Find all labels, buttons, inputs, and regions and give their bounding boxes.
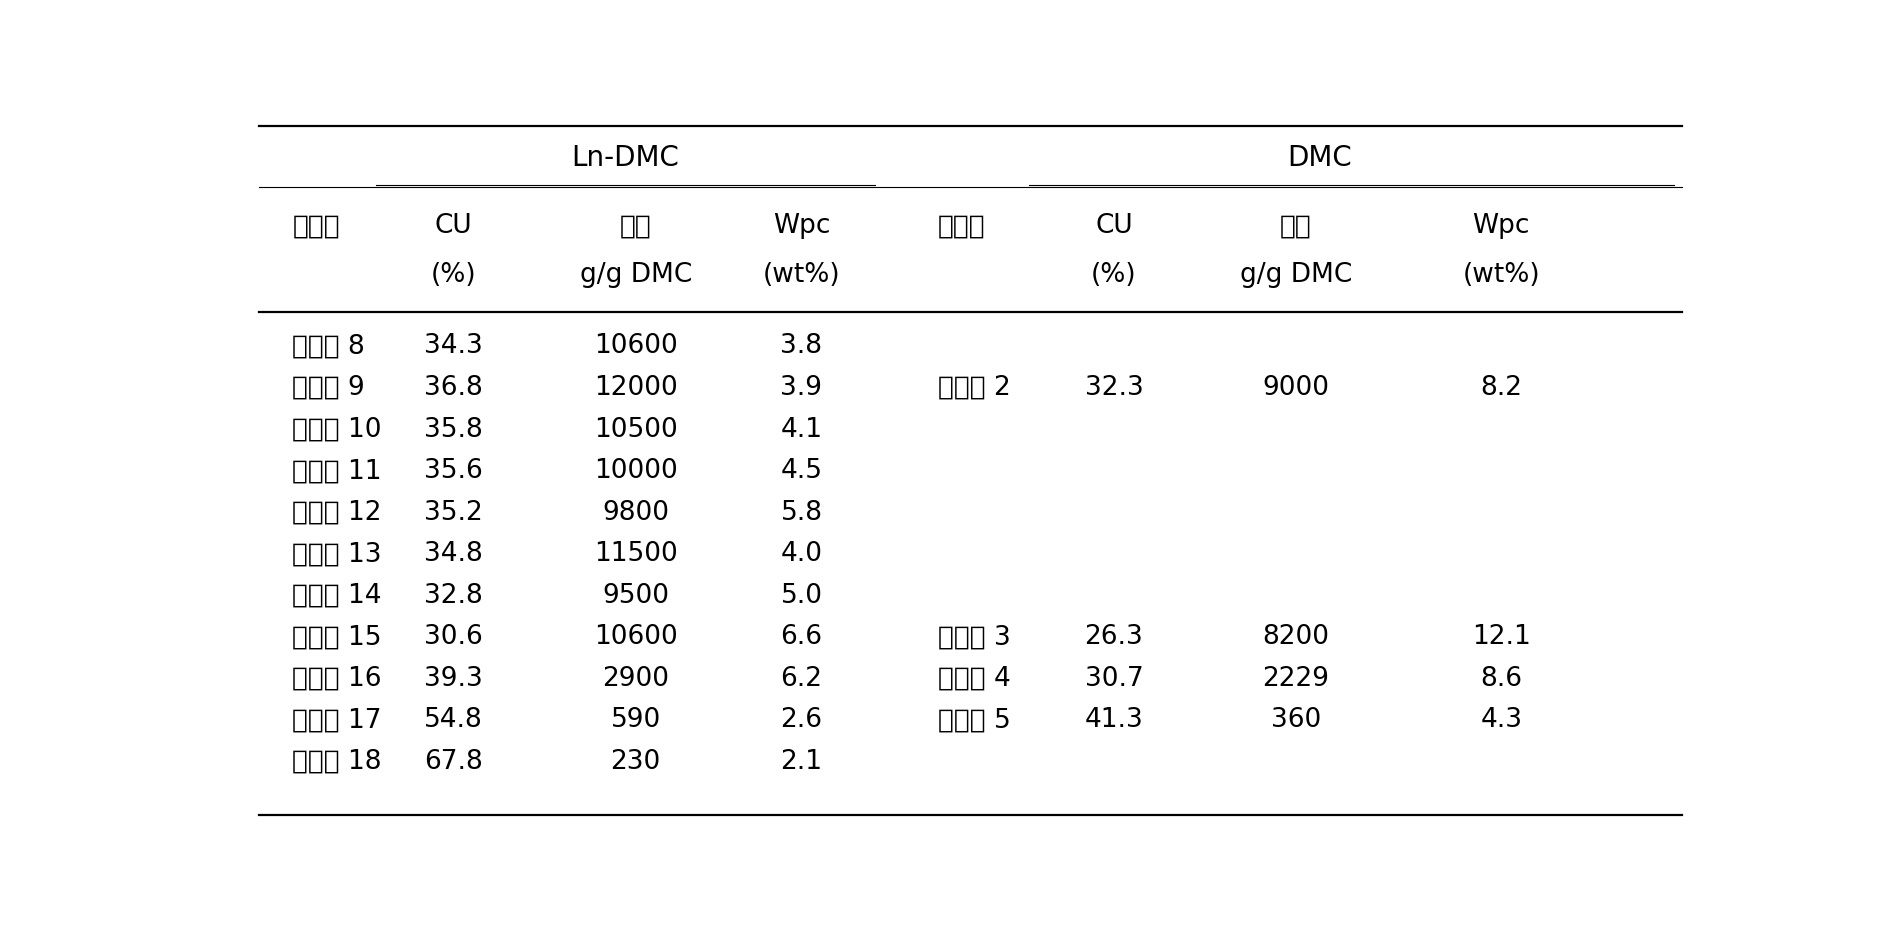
Text: 比较例 3: 比较例 3 bbox=[937, 624, 1011, 650]
Text: 比较例 2: 比较例 2 bbox=[937, 375, 1011, 401]
Text: 4.0: 4.0 bbox=[780, 541, 822, 567]
Text: 实施例 16: 实施例 16 bbox=[292, 666, 382, 692]
Text: Wpc: Wpc bbox=[772, 213, 831, 239]
Text: 41.3: 41.3 bbox=[1085, 708, 1143, 733]
Text: 3.8: 3.8 bbox=[780, 334, 822, 360]
Text: 35.6: 35.6 bbox=[424, 458, 483, 485]
Text: 67.8: 67.8 bbox=[424, 749, 483, 775]
Text: 34.3: 34.3 bbox=[424, 334, 483, 360]
Text: 30.7: 30.7 bbox=[1085, 666, 1143, 692]
Text: 8200: 8200 bbox=[1263, 624, 1329, 650]
Text: 比较例: 比较例 bbox=[937, 213, 986, 239]
Text: 10600: 10600 bbox=[594, 624, 678, 650]
Text: DMC: DMC bbox=[1287, 144, 1352, 172]
Text: 12.1: 12.1 bbox=[1473, 624, 1531, 650]
Text: 2900: 2900 bbox=[602, 666, 668, 692]
Text: 9800: 9800 bbox=[602, 499, 668, 525]
Text: 4.5: 4.5 bbox=[780, 458, 822, 485]
Text: 实施例 17: 实施例 17 bbox=[292, 708, 382, 733]
Text: 9500: 9500 bbox=[602, 583, 668, 608]
Text: 36.8: 36.8 bbox=[424, 375, 483, 401]
Text: 12000: 12000 bbox=[594, 375, 678, 401]
Text: 10000: 10000 bbox=[594, 458, 678, 485]
Text: 活性: 活性 bbox=[1280, 213, 1312, 239]
Text: 实施例 14: 实施例 14 bbox=[292, 583, 382, 608]
Text: 2.6: 2.6 bbox=[780, 708, 822, 733]
Text: Wpc: Wpc bbox=[1473, 213, 1530, 239]
Text: 活性: 活性 bbox=[619, 213, 651, 239]
Text: 实施例 8: 实施例 8 bbox=[292, 334, 365, 360]
Text: 2229: 2229 bbox=[1263, 666, 1329, 692]
Text: 11500: 11500 bbox=[594, 541, 678, 567]
Text: 4.1: 4.1 bbox=[780, 417, 822, 443]
Text: 实施例 13: 实施例 13 bbox=[292, 541, 382, 567]
Text: 6.6: 6.6 bbox=[780, 624, 822, 650]
Text: 比较例 5: 比较例 5 bbox=[937, 708, 1011, 733]
Text: 26.3: 26.3 bbox=[1085, 624, 1143, 650]
Text: 10600: 10600 bbox=[594, 334, 678, 360]
Text: 360: 360 bbox=[1270, 708, 1321, 733]
Text: 590: 590 bbox=[611, 708, 661, 733]
Text: 实施例 18: 实施例 18 bbox=[292, 749, 382, 775]
Text: g/g DMC: g/g DMC bbox=[1240, 262, 1352, 288]
Text: 5.0: 5.0 bbox=[780, 583, 822, 608]
Text: CU: CU bbox=[1096, 213, 1132, 239]
Text: 实施例 11: 实施例 11 bbox=[292, 458, 382, 485]
Text: 35.2: 35.2 bbox=[424, 499, 483, 525]
Text: 54.8: 54.8 bbox=[424, 708, 483, 733]
Text: Ln-DMC: Ln-DMC bbox=[572, 144, 680, 172]
Text: 5.8: 5.8 bbox=[780, 499, 822, 525]
Text: 3.9: 3.9 bbox=[780, 375, 822, 401]
Text: 230: 230 bbox=[611, 749, 661, 775]
Text: 8.6: 8.6 bbox=[1480, 666, 1522, 692]
Text: 实施例 10: 实施例 10 bbox=[292, 417, 382, 443]
Text: 实施例 9: 实施例 9 bbox=[292, 375, 365, 401]
Text: 2.1: 2.1 bbox=[780, 749, 822, 775]
Text: 6.2: 6.2 bbox=[780, 666, 822, 692]
Text: 34.8: 34.8 bbox=[424, 541, 483, 567]
Text: 32.3: 32.3 bbox=[1085, 375, 1143, 401]
Text: 实施例 12: 实施例 12 bbox=[292, 499, 382, 525]
Text: 39.3: 39.3 bbox=[424, 666, 483, 692]
Text: 8.2: 8.2 bbox=[1480, 375, 1522, 401]
Text: 10500: 10500 bbox=[594, 417, 678, 443]
Text: 实施例: 实施例 bbox=[292, 213, 341, 239]
Text: (wt%): (wt%) bbox=[1463, 262, 1541, 288]
Text: g/g DMC: g/g DMC bbox=[579, 262, 691, 288]
Text: 4.3: 4.3 bbox=[1480, 708, 1522, 733]
Text: 比较例 4: 比较例 4 bbox=[937, 666, 1011, 692]
Text: 35.8: 35.8 bbox=[424, 417, 483, 443]
Text: 30.6: 30.6 bbox=[424, 624, 483, 650]
Text: (%): (%) bbox=[1090, 262, 1138, 288]
Text: 32.8: 32.8 bbox=[424, 583, 483, 608]
Text: CU: CU bbox=[435, 213, 473, 239]
Text: 实施例 15: 实施例 15 bbox=[292, 624, 382, 650]
Text: (%): (%) bbox=[432, 262, 477, 288]
Text: (wt%): (wt%) bbox=[763, 262, 840, 288]
Text: 9000: 9000 bbox=[1263, 375, 1329, 401]
